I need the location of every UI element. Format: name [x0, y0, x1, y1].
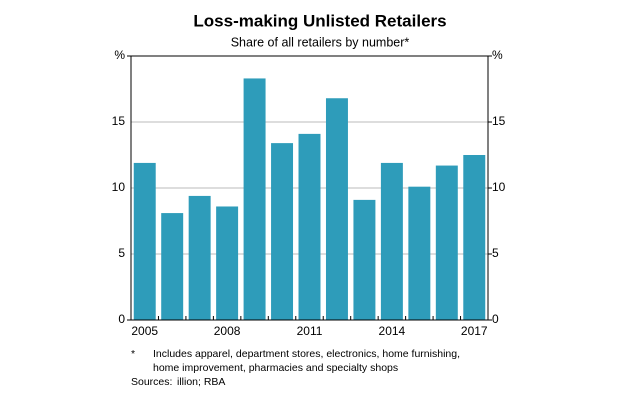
footnote-marker: *: [131, 348, 135, 360]
bar: [243, 78, 266, 320]
bar: [216, 206, 239, 320]
bar: [271, 143, 294, 320]
x-tick-label: 2017: [461, 324, 488, 338]
x-tick-label: 2005: [131, 324, 158, 338]
bar: [408, 186, 431, 320]
bar: [188, 195, 211, 320]
y-tick-label: 10: [112, 180, 126, 194]
y-tick-label: 15: [112, 114, 126, 128]
y-tick-label: 5: [118, 246, 125, 260]
y-tick-label: 0: [118, 312, 125, 326]
bar: [353, 199, 376, 320]
sources-label: Sources:: [131, 376, 172, 388]
y2-tick-label: 5: [492, 246, 499, 260]
footnote-line: Includes apparel, department stores, ele…: [153, 348, 460, 360]
chart-subtitle: Share of all retailers by number*: [231, 35, 410, 49]
bar: [463, 155, 486, 320]
plot-frame: [130, 55, 489, 321]
sources-text: illion; RBA: [177, 376, 225, 388]
x-tick-label: 2008: [214, 324, 241, 338]
chart-title: Loss-making Unlisted Retailers: [193, 11, 446, 30]
bar: [325, 98, 348, 321]
bar: [161, 213, 184, 320]
footnote-line: home improvement, pharmacies and special…: [153, 362, 398, 374]
bar: [380, 162, 403, 320]
bar: [133, 162, 156, 320]
y2-tick-label: 15: [492, 114, 506, 128]
y2-tick-label: 10: [492, 180, 506, 194]
y2-tick-label: %: [492, 48, 503, 62]
x-tick-label: 2014: [379, 324, 406, 338]
y-tick-label: %: [114, 48, 125, 62]
bar: [298, 133, 321, 320]
bar: [435, 165, 458, 320]
x-tick-label: 2011: [297, 324, 323, 338]
y2-tick-label: 0: [492, 312, 499, 326]
